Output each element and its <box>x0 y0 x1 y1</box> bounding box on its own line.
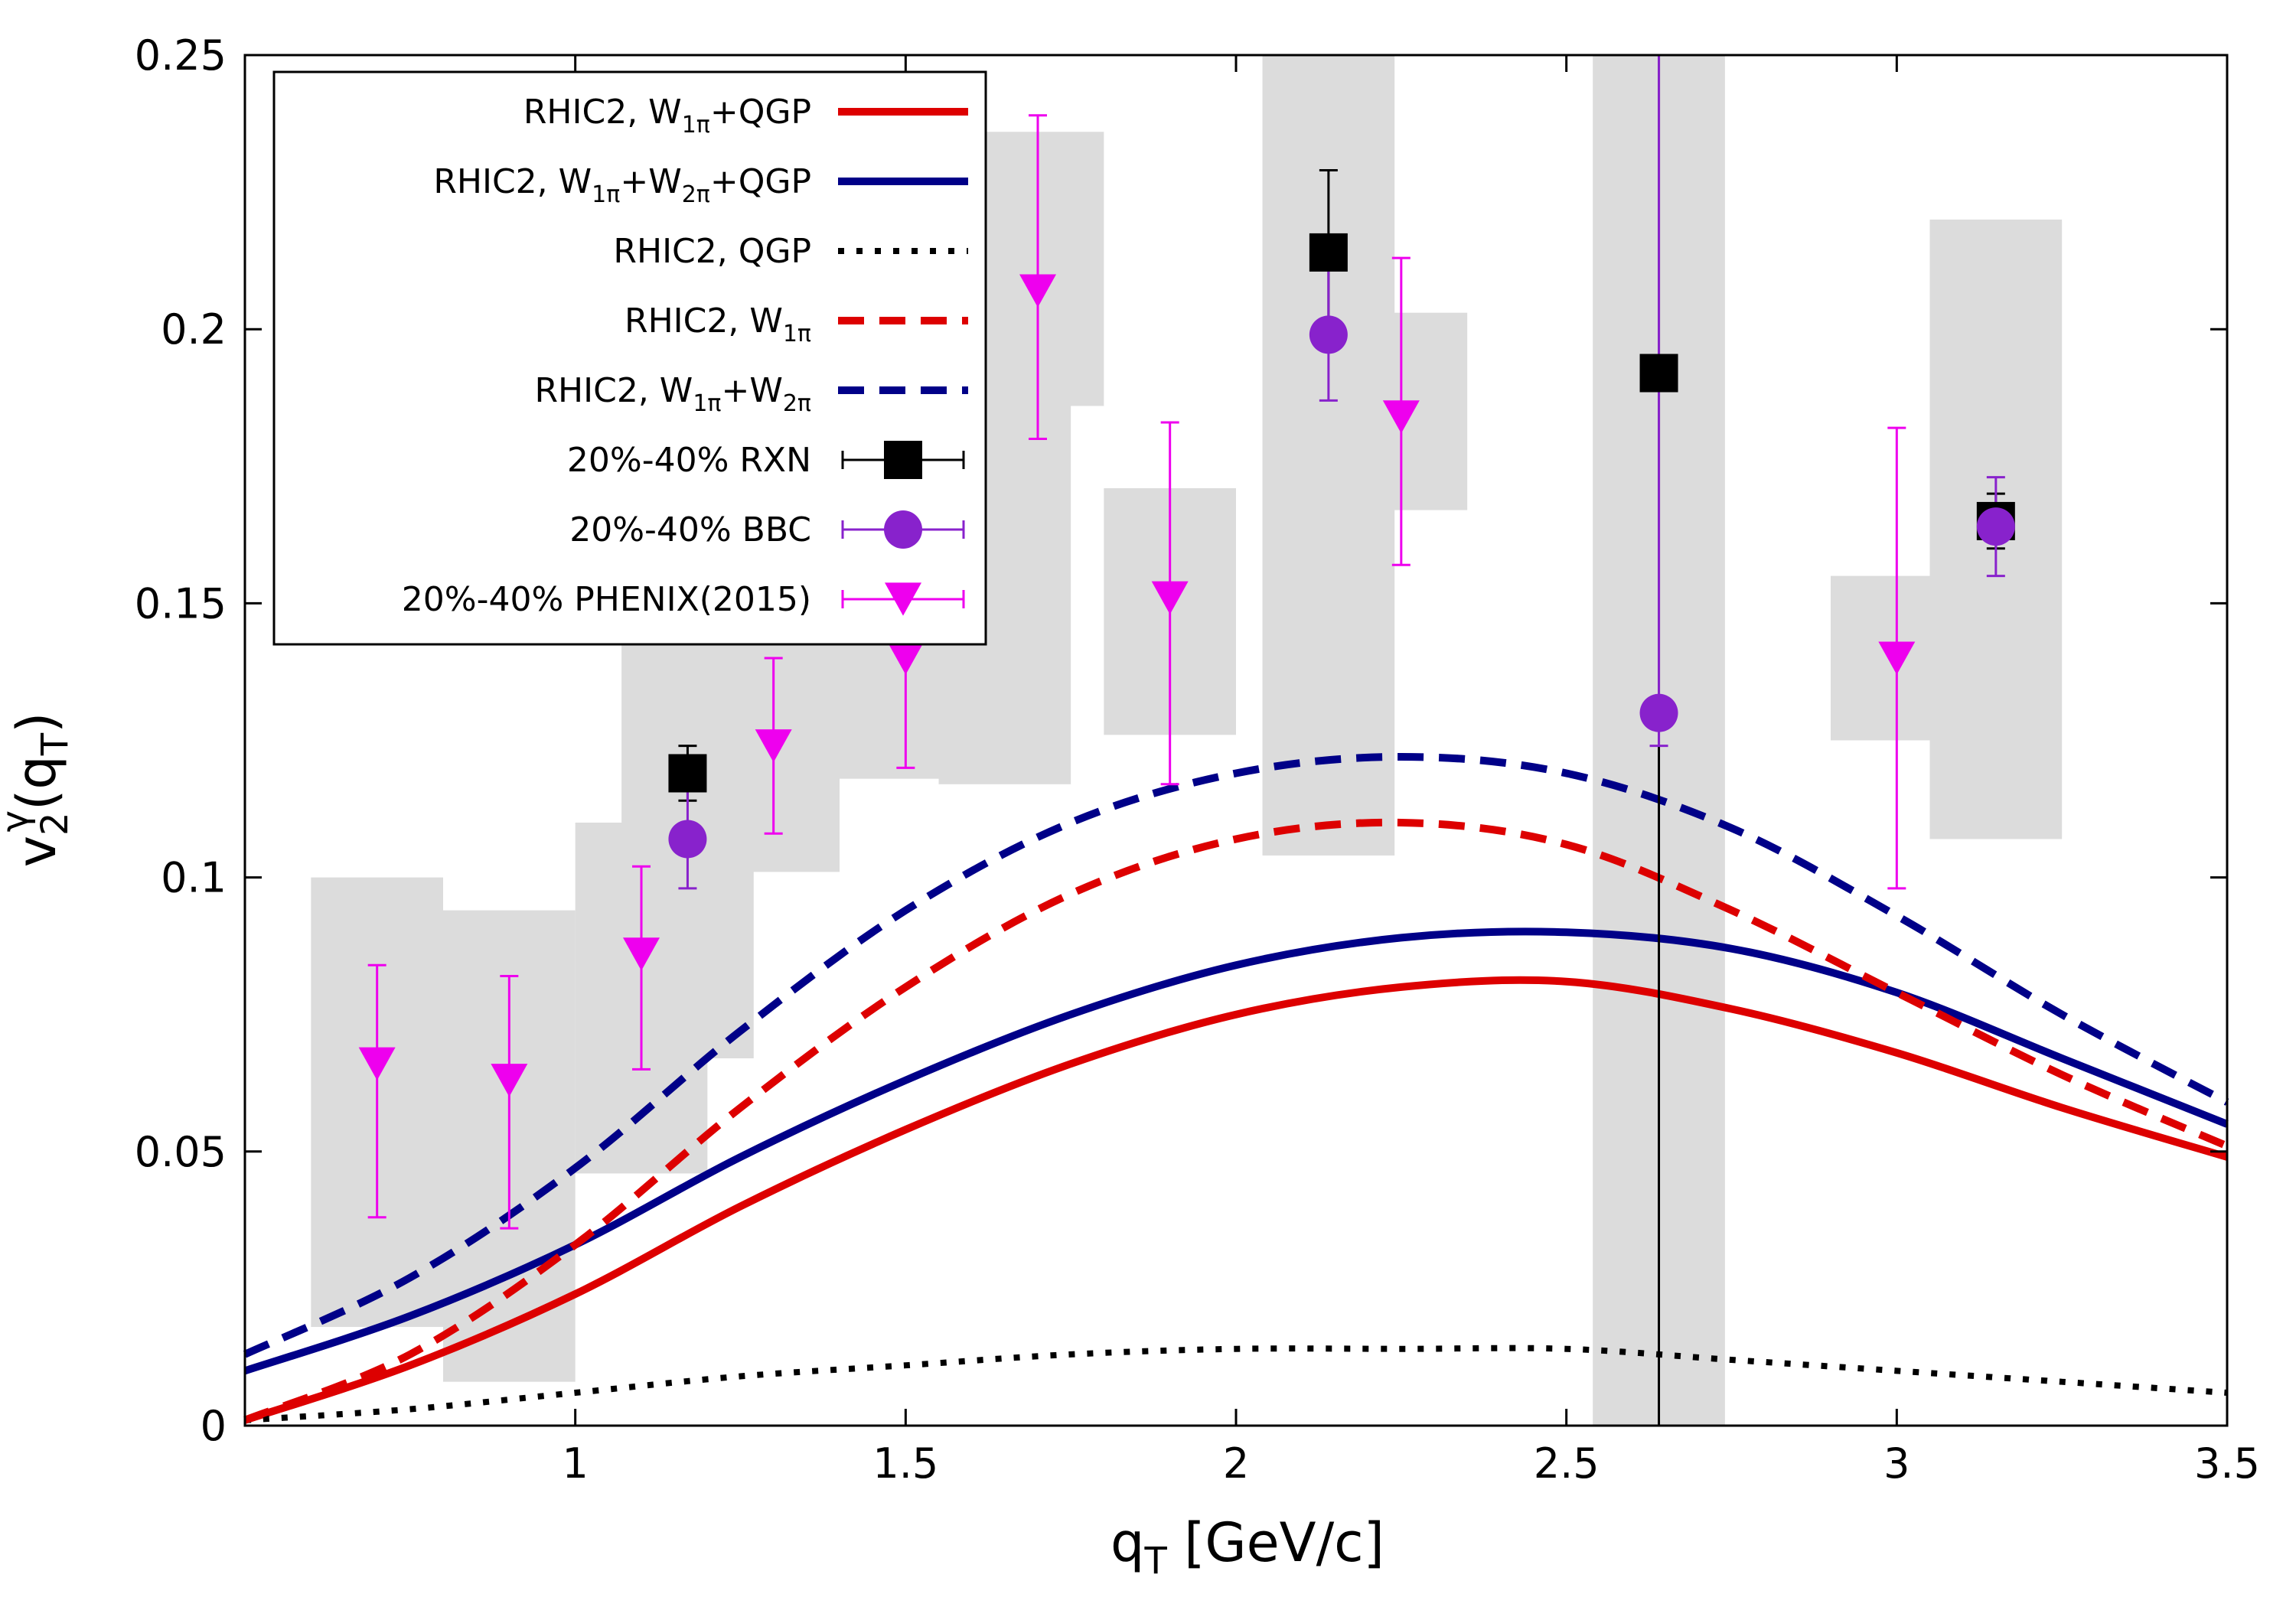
phenix-marker <box>1878 641 1916 675</box>
legend-label-qgp: RHIC2, QGP <box>613 232 811 271</box>
curve-qgp_w1 <box>243 976 2229 1424</box>
phenix-marker <box>623 937 660 971</box>
legend-marker-bbc <box>884 510 922 549</box>
x-tick-labels: 1 1.5 2 2.5 3 3.5 <box>562 1439 2259 1488</box>
legend-label-bbc: 20%-40% BBC <box>569 510 811 549</box>
legend-label-part: 1π <box>783 321 811 347</box>
x-title-main: q <box>1110 1511 1144 1574</box>
legend-label-rxn: 20%-40% RXN <box>567 441 811 480</box>
legend-label-part: 1π <box>693 390 721 417</box>
data-points <box>358 54 2015 1427</box>
y-title-close: ) <box>5 712 68 733</box>
x-tick-label: 2.5 <box>1534 1439 1600 1488</box>
y-tick-label: 0.2 <box>161 305 227 354</box>
curve-qgp <box>244 1345 2228 1423</box>
rxn-marker <box>668 754 707 793</box>
y-tick-label: 0.15 <box>135 579 227 627</box>
bbc-marker <box>1976 507 2015 546</box>
legend-label-part: +W <box>620 162 681 201</box>
x-tick-label: 3 <box>1883 1439 1910 1488</box>
curve-w1w2 <box>243 752 2229 1358</box>
legend-label-part: +QGP <box>710 93 811 132</box>
x-title-sub: T <box>1143 1540 1167 1583</box>
x-tick-label: 3.5 <box>2194 1439 2260 1488</box>
legend-label-part: 2π <box>783 390 811 417</box>
y-title-arg-sub: T <box>34 732 77 756</box>
legend-label-w1: RHIC2, W1π <box>625 302 811 347</box>
legend-label-part: 20%-40% BBC <box>569 510 811 549</box>
legend-label-part: 2π <box>682 181 710 208</box>
legend-label-part: RHIC2, W <box>523 93 682 132</box>
legend-marker-rxn <box>884 441 922 479</box>
curve-w1 <box>243 818 2229 1424</box>
y-title-sup: γ <box>0 810 37 832</box>
y-title-open: (q <box>5 755 68 810</box>
x-tick-label: 2 <box>1223 1439 1249 1488</box>
x-tick-label: 1.5 <box>872 1439 938 1488</box>
legend-label-phenix: 20%-40% PHENIX(2015) <box>402 580 811 619</box>
phenix-marker <box>887 641 925 675</box>
phenix-marker <box>491 1064 528 1097</box>
y-tick-label: 0.25 <box>135 31 227 80</box>
legend-label-part: 1π <box>592 181 620 208</box>
y-title-sub: 2 <box>34 812 77 836</box>
legend-label-part: 1π <box>682 112 710 139</box>
y-title-main: v <box>5 836 68 867</box>
x-axis-title: qT [GeV/c] <box>1110 1511 1384 1583</box>
bbc-marker <box>668 820 707 859</box>
legend-label-qgp_w1w2: RHIC2, W1π+W2π+QGP <box>433 162 811 208</box>
x-tick-label: 1 <box>562 1439 588 1488</box>
legend-label-part: 20%-40% PHENIX(2015) <box>402 580 811 619</box>
legend-box <box>272 70 987 646</box>
legend-label-w1w2: RHIC2, W1π+W2π <box>534 371 811 417</box>
axis-ticks <box>245 54 2229 1427</box>
y-axis-title: v2γ(qT) <box>0 712 77 868</box>
legend-label-qgp_w1: RHIC2, W1π+QGP <box>523 93 811 139</box>
rxn-marker <box>1639 354 1678 393</box>
systematic-box <box>1831 575 1930 741</box>
legend-label-part: +W <box>721 371 782 410</box>
legend-label-part: +QGP <box>710 162 811 201</box>
phenix-marker <box>1151 581 1189 614</box>
phenix-marker <box>1382 400 1420 434</box>
bbc-marker <box>1309 315 1348 354</box>
rxn-marker <box>1309 233 1348 272</box>
y-tick-label: 0 <box>201 1402 227 1450</box>
bbc-marker <box>1639 693 1678 732</box>
x-title-rest: [GeV/c] <box>1167 1511 1384 1574</box>
y-tick-label: 0.05 <box>135 1128 227 1176</box>
y-tick-label: 0.1 <box>161 854 227 902</box>
y-tick-labels: 0 0.05 0.1 0.15 0.2 0.25 <box>135 31 227 1450</box>
model-curves <box>243 752 2229 1424</box>
phenix-marker <box>755 729 792 763</box>
legend-label-part: RHIC2, W <box>625 302 783 341</box>
legend-label-part: RHIC2, QGP <box>613 232 811 271</box>
legend-label-part: RHIC2, W <box>433 162 592 201</box>
phenix-marker <box>358 1047 396 1081</box>
legend-marker-phenix <box>885 582 921 616</box>
legend-label-part: 20%-40% RXN <box>567 441 811 480</box>
phenix-marker <box>1019 274 1056 308</box>
legend-label-part: RHIC2, W <box>534 371 693 410</box>
